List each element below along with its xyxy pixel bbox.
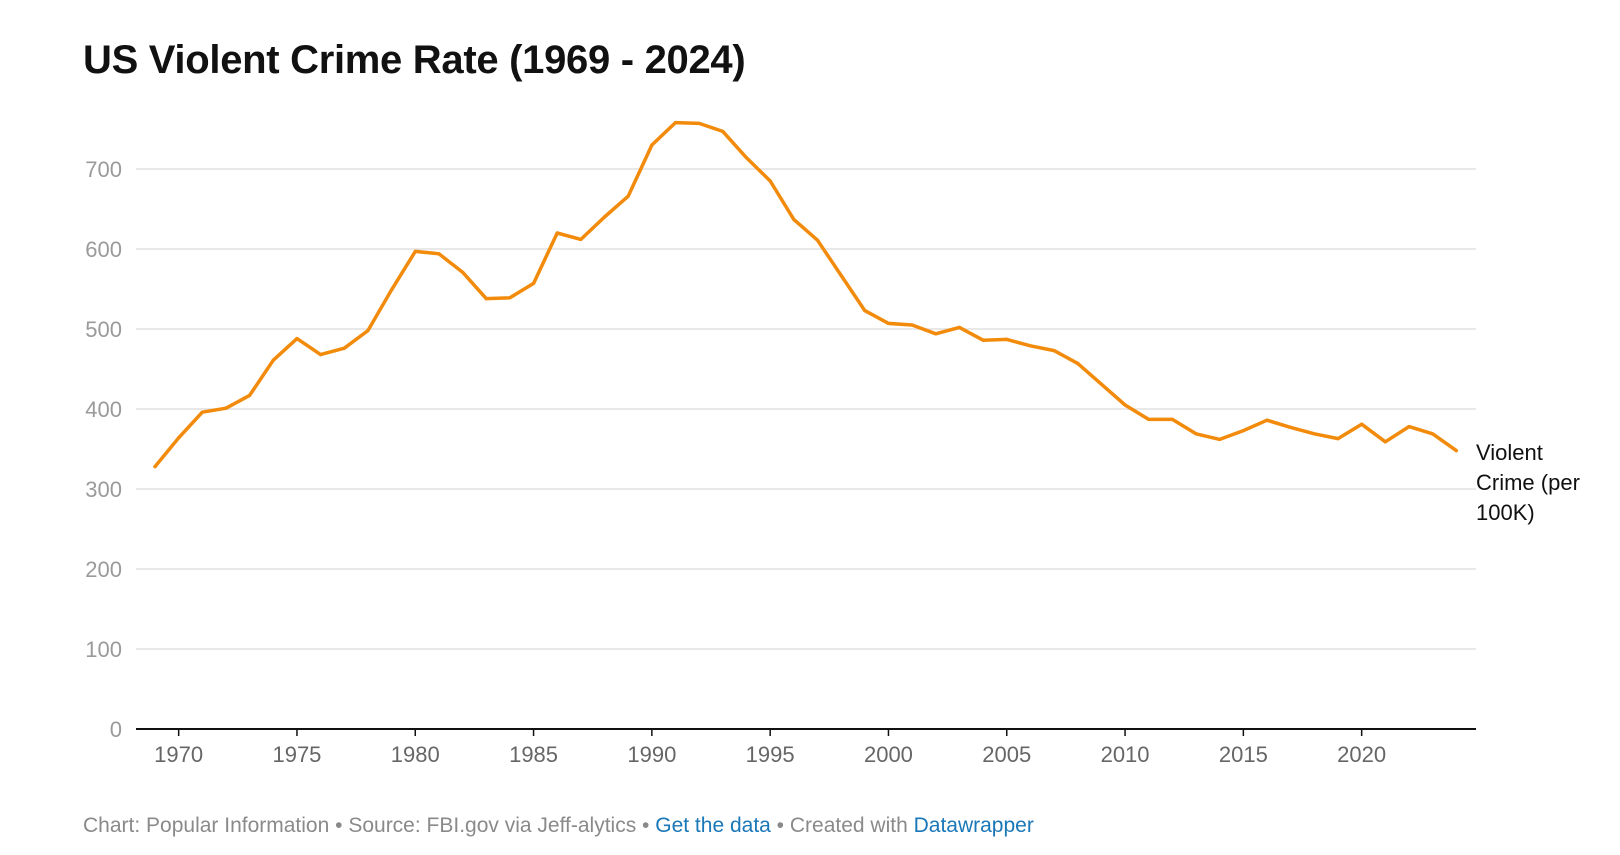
data-point-1994: [744, 156, 749, 160]
data-point-2002: [934, 332, 938, 336]
y-tick-label-0: 0: [110, 717, 122, 742]
data-point-1989: [626, 194, 630, 198]
x-tick-label-2015: 2015: [1219, 742, 1268, 767]
data-point-1977: [342, 346, 346, 350]
x-axis-tick-labels: 1970 1975 1980 1985 1990 1995 2000 2005 2010 2015…: [154, 742, 1386, 767]
data-point-1998: [839, 273, 843, 277]
data-point-1980: [413, 249, 417, 253]
data-point-2021: [1383, 440, 1387, 444]
data-point-2023: [1431, 432, 1435, 436]
data-point-1975: [295, 337, 299, 341]
y-tick-label-100: 100: [85, 637, 122, 662]
data-point-1979: [390, 288, 394, 292]
data-point-2004: [981, 338, 985, 342]
data-point-1971: [200, 410, 204, 414]
data-point-1983: [484, 297, 488, 301]
chart-credit: Chart: Popular Information: [83, 814, 330, 837]
x-tick-label-2000: 2000: [864, 742, 913, 767]
footer-separator: •: [329, 814, 349, 837]
x-tick-label-1995: 1995: [746, 742, 795, 767]
y-tick-label-200: 200: [85, 557, 122, 582]
data-point-2020: [1360, 422, 1364, 426]
data-point-2008: [1076, 361, 1080, 365]
data-point-1988: [602, 215, 607, 219]
x-tick-label-2020: 2020: [1337, 742, 1386, 767]
data-point-1982: [461, 270, 465, 274]
data-point-1999: [863, 309, 867, 313]
data-point-2005: [1005, 337, 1009, 341]
x-tick-label-1990: 1990: [627, 742, 676, 767]
data-point-2017: [1289, 425, 1293, 429]
x-axis-tick-marks: [177, 729, 1363, 736]
series-line-violent-crime: [153, 120, 1459, 469]
created-with-text: Created with: [789, 814, 908, 837]
y-tick-label-300: 300: [85, 477, 122, 502]
data-point-1990: [650, 143, 654, 147]
data-point-2024: [1454, 449, 1458, 453]
footer-separator: •: [770, 814, 790, 837]
data-point-2019: [1336, 437, 1340, 441]
datawrapper-link[interactable]: Datawrapper: [913, 814, 1034, 837]
data-point-1985: [532, 281, 536, 285]
data-point-1972: [224, 406, 228, 410]
x-tick-label-1975: 1975: [272, 742, 321, 767]
series-points: [153, 121, 1458, 469]
y-tick-label-400: 400: [85, 397, 122, 422]
grid-lines: [136, 168, 1476, 650]
data-point-2007: [1052, 349, 1056, 353]
data-point-1969: [153, 465, 157, 469]
data-point-2001: [910, 323, 914, 327]
data-point-2015: [1241, 429, 1245, 433]
data-point-2011: [1147, 417, 1151, 421]
get-the-data-link[interactable]: Get the data: [655, 814, 771, 837]
data-point-2012: [1170, 417, 1174, 421]
y-tick-label-700: 700: [85, 157, 122, 182]
x-tick-label-1970: 1970: [154, 742, 203, 767]
x-tick-label-1980: 1980: [391, 742, 440, 767]
data-point-2018: [1312, 432, 1316, 436]
y-tick-label-500: 500: [85, 317, 122, 342]
data-point-2003: [957, 325, 962, 329]
data-point-1970: [177, 436, 181, 440]
data-point-1996: [792, 217, 796, 221]
data-point-2009: [1099, 382, 1103, 386]
data-point-1981: [437, 252, 441, 256]
data-point-2014: [1218, 437, 1222, 441]
y-axis-tick-labels: 0 100 200 300 400 500 600 700: [85, 157, 122, 742]
data-point-2016: [1265, 418, 1269, 422]
series-label: Violent Crime (per 100K): [1476, 440, 1580, 525]
x-tick-label-1985: 1985: [509, 742, 558, 767]
data-point-1993: [721, 129, 725, 133]
data-point-1997: [815, 238, 820, 242]
data-point-1995: [768, 179, 772, 183]
x-tick-label-2005: 2005: [982, 742, 1031, 767]
data-point-2022: [1407, 425, 1411, 429]
data-point-1974: [271, 358, 275, 362]
data-point-2013: [1194, 432, 1198, 436]
data-point-1991: [673, 121, 678, 125]
data-point-1973: [248, 393, 252, 397]
data-point-1987: [579, 237, 583, 241]
data-point-1986: [555, 231, 559, 235]
footer-separator: •: [636, 814, 656, 837]
data-point-1976: [319, 353, 323, 357]
data-point-1992: [697, 121, 701, 125]
x-tick-label-2010: 2010: [1101, 742, 1150, 767]
y-tick-label-600: 600: [85, 237, 122, 262]
chart-title: US Violent Crime Rate (1969 - 2024): [83, 38, 746, 82]
source-text: Source: FBI.gov via Jeff-alytics: [348, 814, 637, 837]
data-point-2010: [1123, 403, 1127, 407]
chart-footer: Chart: Popular Information • Source: FBI…: [83, 814, 1034, 838]
data-point-1984: [508, 296, 512, 300]
data-point-2006: [1028, 344, 1032, 348]
data-point-1978: [366, 329, 370, 333]
data-point-2000: [886, 321, 891, 325]
